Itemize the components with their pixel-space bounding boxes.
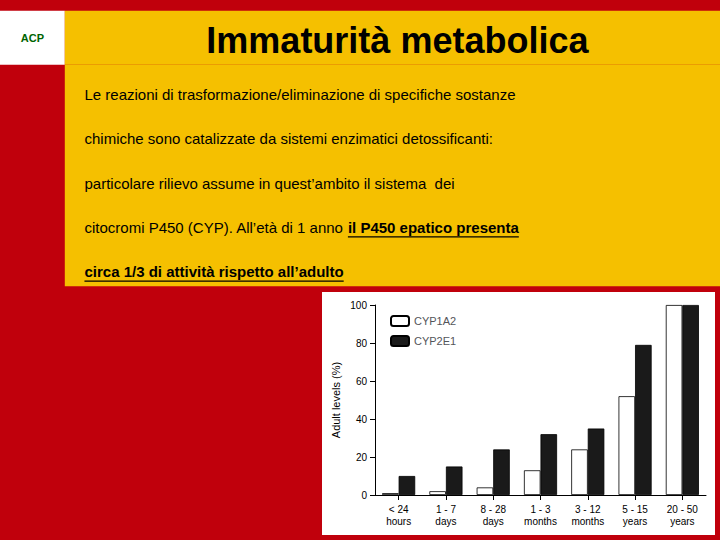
svg-text:years: years [623,516,647,527]
svg-text:1 - 3: 1 - 3 [530,504,550,515]
svg-text:chimiche sono catalizzate da s: chimiche sono catalizzate da sistemi enz… [84,130,493,147]
svg-text:ACP: ACP [21,32,44,44]
svg-text:months: months [571,516,604,527]
svg-text:circa 1/3 di attività rispetto: circa 1/3 di attività rispetto all’adult… [84,263,343,280]
svg-text:years: years [670,516,694,527]
svg-text:< 24: < 24 [389,504,409,515]
svg-text:particolare rilievo assume in: particolare rilievo assume in quest’ambi… [84,175,454,192]
svg-text:Immaturità metabolica: Immaturità metabolica [206,20,589,61]
svg-text:0: 0 [361,490,367,501]
svg-text:hours: hours [386,516,411,527]
svg-text:40: 40 [356,414,368,425]
svg-text:20: 20 [356,452,368,463]
svg-text:Le reazioni di trasformazione/: Le reazioni di trasformazione/eliminazio… [84,86,515,103]
svg-text:days: days [435,516,456,527]
svg-text:3 - 12: 3 - 12 [575,504,601,515]
svg-text:60: 60 [356,376,368,387]
svg-text:CYP2E1: CYP2E1 [414,335,456,347]
svg-text:citocromi P450 (CYP). All’età: citocromi P450 (CYP). All’età di 1 anno [84,219,347,236]
svg-text:100: 100 [350,300,367,311]
svg-text:80: 80 [356,338,368,349]
svg-text:months: months [524,516,557,527]
svg-text:20 - 50: 20 - 50 [667,504,699,515]
svg-text:5 - 15: 5 - 15 [622,504,648,515]
svg-text:il P450 epatico presenta: il P450 epatico presenta [348,219,520,236]
svg-text:8 - 28: 8 - 28 [480,504,506,515]
svg-text:CYP1A2: CYP1A2 [414,315,456,327]
svg-text:days: days [483,516,504,527]
svg-text:Adult levels (%): Adult levels (%) [330,362,342,438]
svg-text:1 - 7: 1 - 7 [436,504,456,515]
